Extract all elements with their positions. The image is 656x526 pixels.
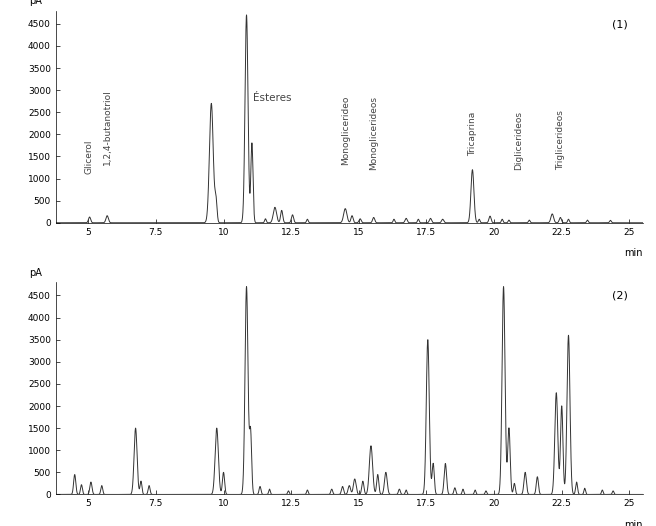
Text: min: min [625,248,643,258]
Text: (2): (2) [612,291,628,301]
Text: Ésteres: Ésteres [253,94,292,104]
Text: pA: pA [30,0,42,6]
Text: Glicerol: Glicerol [84,139,93,174]
Text: Triglicerideos: Triglicerideos [556,110,565,170]
Text: Tricaprina: Tricaprina [468,112,478,156]
Text: min: min [625,520,643,526]
Text: Monoglicerideo: Monoglicerideo [341,96,350,165]
Text: pA: pA [30,268,42,278]
Text: Diglicerideos: Diglicerideos [514,110,523,170]
Text: 1,2,4-butanotriol: 1,2,4-butanotriol [103,89,112,165]
Text: (1): (1) [613,19,628,29]
Text: Monoglicerideos: Monoglicerideos [369,96,379,170]
